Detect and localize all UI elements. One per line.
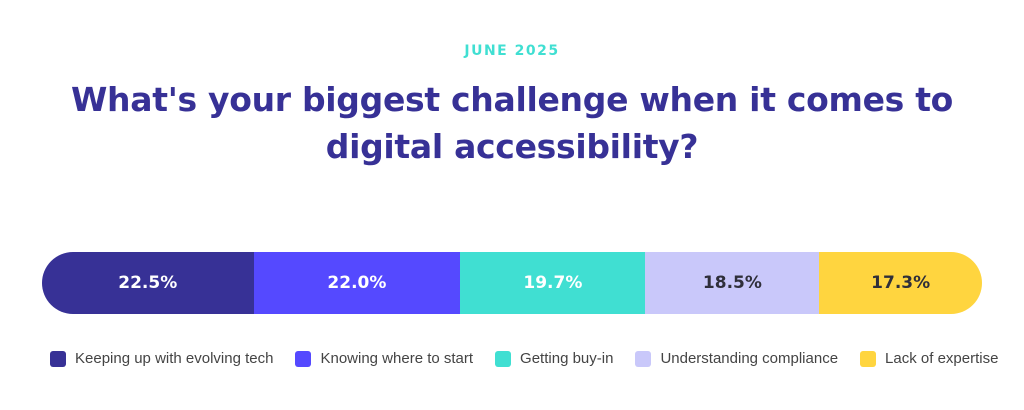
legend-label: Understanding compliance — [660, 350, 839, 367]
data-label: 18.5% — [702, 273, 762, 293]
legend-item: Lack of expertise — [860, 350, 998, 367]
bar-segment: 19.7% — [460, 252, 646, 314]
legend-swatch — [635, 350, 652, 367]
legend-item: Knowing where to start — [295, 350, 473, 367]
data-label: 19.7% — [523, 273, 583, 293]
legend-item: Understanding compliance — [635, 350, 838, 367]
legend-swatch — [860, 350, 877, 367]
data-label: 22.0% — [327, 273, 387, 293]
legend-label: Lack of expertise — [885, 350, 999, 367]
legend-item: Keeping up with evolving tech — [50, 350, 273, 367]
legend: Keeping up with evolving tech Knowing whe… — [50, 350, 1020, 367]
data-label: 22.5% — [118, 273, 178, 293]
legend-item: Getting buy-in — [495, 350, 613, 367]
bar-segment: 18.5% — [645, 252, 820, 314]
bar-segment: 17.3% — [819, 252, 982, 314]
stacked-bar: 22.5% 22.0% 19.7% 18.5% 17.3% — [42, 252, 982, 314]
legend-swatch — [495, 350, 512, 367]
data-label: 17.3% — [871, 273, 931, 293]
legend-swatch — [295, 350, 312, 367]
legend-label: Knowing where to start — [320, 350, 474, 367]
legend-label: Getting buy-in — [520, 350, 614, 367]
bar-segment: 22.0% — [253, 252, 461, 314]
legend-swatch — [50, 350, 66, 367]
bar-segment: 22.5% — [42, 252, 254, 314]
chart-title: What's your biggest challenge when it co… — [70, 80, 954, 166]
legend-label: Keeping up with evolving tech — [75, 350, 274, 367]
date-label: JUNE 2025 — [464, 43, 560, 59]
